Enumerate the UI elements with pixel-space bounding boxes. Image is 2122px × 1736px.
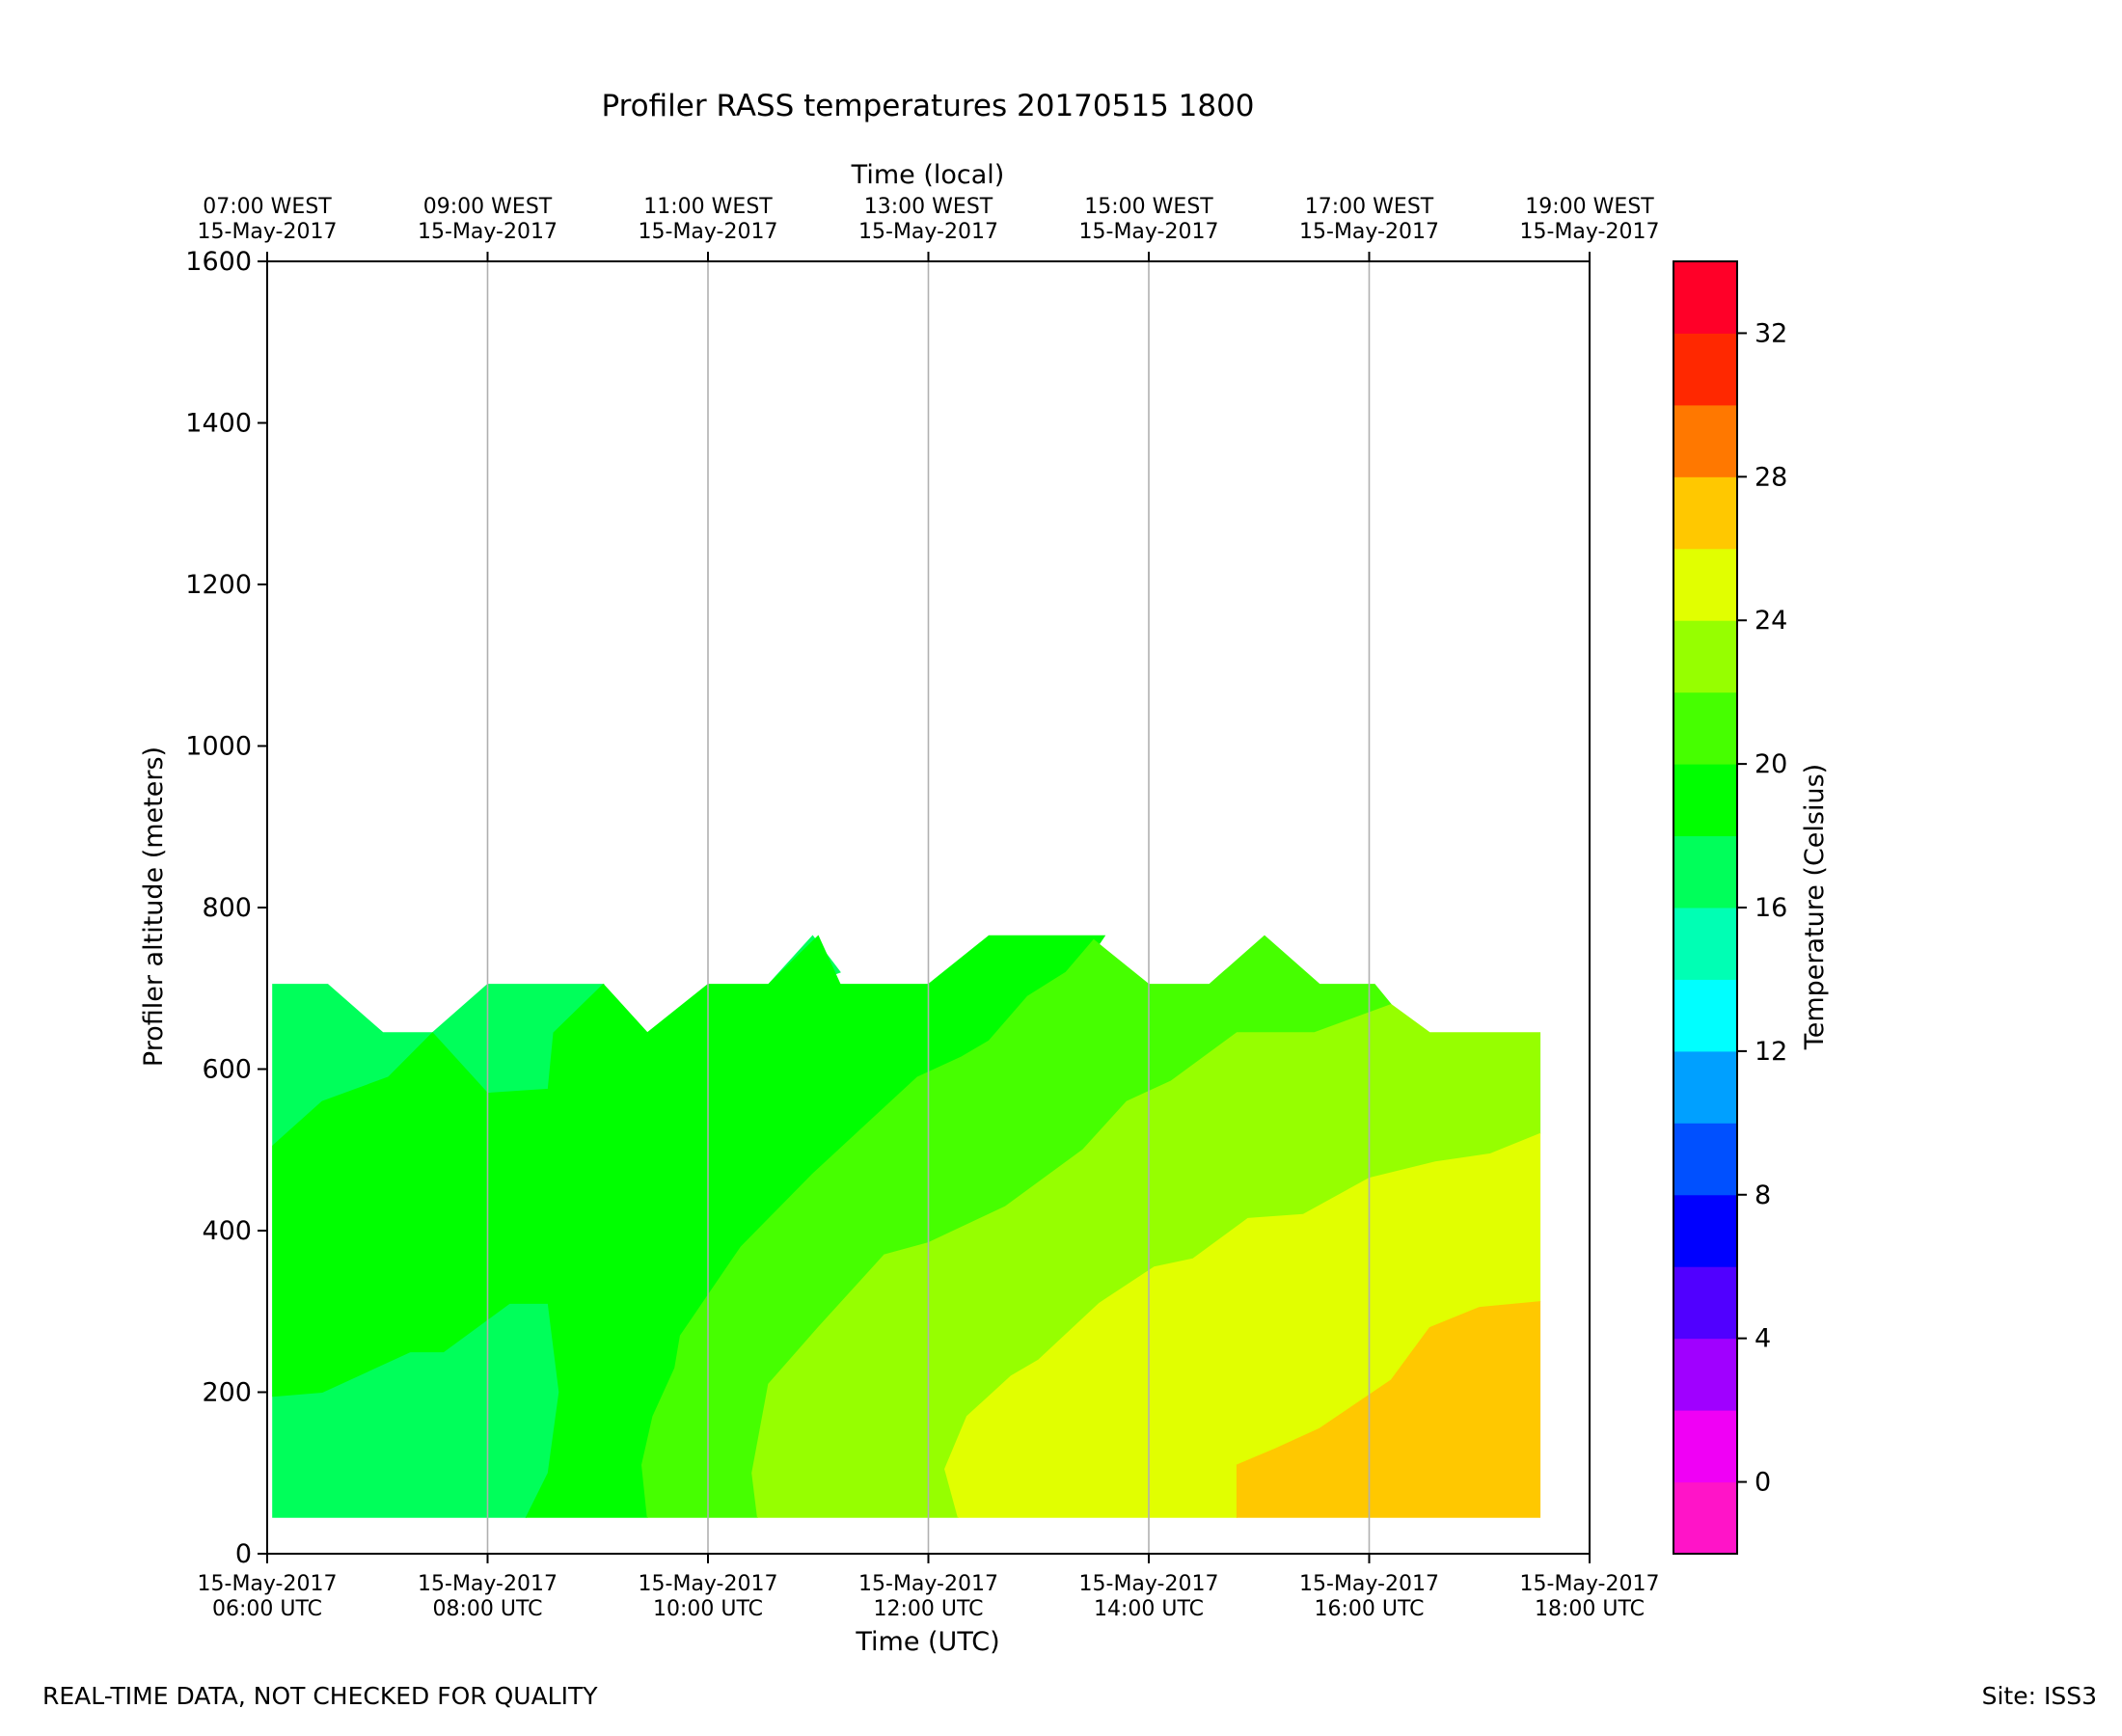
y-axis-label: Profiler altitude (meters) [139,746,169,1067]
colorbar-tick-label: 20 [1755,749,1787,779]
y-tick-label: 1200 [185,570,252,600]
x-top-tick-label-time: 07:00 WEST [203,195,332,219]
x-top-tick-label-time: 19:00 WEST [1525,195,1654,219]
site-label: Site: ISS3 [1981,1682,2097,1710]
colorbar-swatch [1673,1050,1737,1124]
y-tick-label: 200 [202,1378,252,1408]
colorbar-swatch [1673,979,1737,1052]
x-tick-label-time: 10:00 UTC [653,1597,763,1621]
colorbar-swatch [1673,764,1737,837]
x-tick-label-time: 06:00 UTC [212,1597,322,1621]
x-tick-label-date: 15-May-2017 [1299,1572,1439,1596]
x-tick-label-date: 15-May-2017 [1520,1572,1660,1596]
data-quality-note: REAL-TIME DATA, NOT CHECKED FOR QUALITY [42,1682,598,1710]
x-tick-label-time: 14:00 UTC [1094,1597,1204,1621]
colorbar-tick-label: 0 [1755,1468,1771,1498]
x-tick-label-time: 18:00 UTC [1535,1597,1645,1621]
x-top-tick-label-time: 11:00 WEST [643,195,773,219]
colorbar-tick-label: 32 [1755,318,1787,348]
y-tick-label: 400 [202,1216,252,1246]
x-top-tick-label-date: 15-May-2017 [198,220,338,244]
x-axis-label-utc: Time (UTC) [855,1627,999,1657]
colorbar-swatch [1673,1194,1737,1267]
x-top-tick-label-date: 15-May-2017 [1520,220,1660,244]
chart-title: Profiler RASS temperatures 20170515 1800 [601,89,1254,123]
x-top-tick-label-date: 15-May-2017 [418,220,558,244]
y-tick-label: 1000 [185,732,252,762]
x-tick-label-date: 15-May-2017 [1079,1572,1219,1596]
colorbar-swatch [1673,1410,1737,1483]
colorbar-swatch [1673,692,1737,765]
colorbar-swatch [1673,476,1737,550]
colorbar-tick-label: 28 [1755,462,1787,492]
colorbar-label: Temperature (Celsius) [1800,764,1830,1050]
x-tick-label-date: 15-May-2017 [858,1572,998,1596]
x-tick-label-time: 16:00 UTC [1314,1597,1424,1621]
y-tick-label: 0 [235,1539,252,1569]
colorbar-swatch [1673,835,1737,909]
colorbar-tick-label: 24 [1755,606,1787,636]
colorbar-swatch [1673,1123,1737,1196]
x-tick-label-date: 15-May-2017 [418,1572,558,1596]
colorbar-swatch [1673,908,1737,980]
x-tick-label-date: 15-May-2017 [639,1572,778,1596]
x-top-tick-label-time: 13:00 WEST [864,195,993,219]
colorbar-swatch [1673,404,1737,477]
colorbar-swatch [1673,333,1737,406]
x-top-tick-label-date: 15-May-2017 [858,220,998,244]
y-tick-label: 1400 [185,409,252,439]
x-top-tick-label-date: 15-May-2017 [1079,220,1219,244]
x-axis-label-local: Time (local) [851,160,1005,190]
y-tick-label: 600 [202,1055,252,1085]
colorbar-tick-label: 8 [1755,1180,1771,1210]
x-top-tick-label-time: 17:00 WEST [1305,195,1434,219]
x-top-tick-label-date: 15-May-2017 [639,220,778,244]
colorbar-swatch [1673,1481,1737,1555]
colorbar: 0 4 8 12 16 20 24 28 32 [1673,260,1787,1555]
colorbar-swatch [1673,620,1737,693]
colorbar-swatch [1673,1266,1737,1340]
x-top-tick-label-time: 15:00 WEST [1084,195,1213,219]
colorbar-swatch [1673,261,1737,334]
colorbar-swatch [1673,548,1737,621]
x-tick-label-time: 08:00 UTC [432,1597,542,1621]
y-tick-label: 1600 [185,247,252,277]
x-top-tick-label-time: 09:00 WEST [423,195,553,219]
colorbar-tick-label: 12 [1755,1037,1787,1067]
colorbar-tick-label: 16 [1755,893,1787,923]
y-tick-label: 800 [202,893,252,923]
x-tick-label-date: 15-May-2017 [198,1572,338,1596]
colorbar-swatch [1673,1338,1737,1411]
x-tick-label-time: 12:00 UTC [873,1597,983,1621]
colorbar-tick-label: 4 [1755,1324,1771,1354]
x-top-tick-label-date: 15-May-2017 [1299,220,1439,244]
contour-region-26-28 [1236,1301,1541,1518]
